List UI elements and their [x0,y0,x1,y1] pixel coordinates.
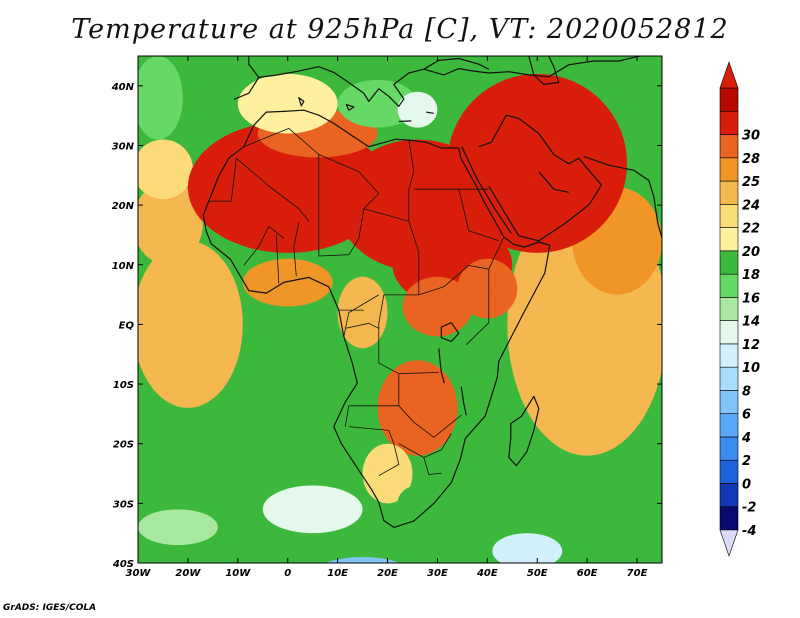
y-tick-label: EQ [119,320,135,331]
x-tick-label: 60E [577,568,598,579]
red-sea-gulf-coastline [461,146,569,234]
field-region [447,73,628,253]
field-region [397,91,438,128]
colorbar-swatch [719,273,739,298]
colorbar-swatch [719,227,739,252]
colorbar-label: 22 [742,222,760,237]
colorbar-label: 16 [742,291,760,306]
lake-victoria [440,322,460,343]
x-tick-label: 0 [284,568,291,579]
coastline-borders [202,56,662,528]
field-region [402,276,473,337]
axis-ticks: 30W 20W 10W 0 10E 20E 30E 40E 50E 60E 70E 40N 30N 20N… [111,56,662,579]
field-region [138,181,203,265]
x-tick-label: 20W [175,568,201,579]
x-tick-label: 10W [225,568,251,579]
colorbar-label: 24 [742,198,760,213]
y-tick-label: 10S [113,380,134,391]
colorbar-label: -4 [742,524,756,539]
plot-frame [137,55,663,564]
x-tick-label: 20E [377,568,398,579]
colorbar-label: 2 [742,454,751,469]
field-region [457,258,518,319]
colorbar-label: 0 [742,477,751,492]
caspian-coastline [528,56,560,85]
africa-coastline [202,109,551,528]
lake-tanganyika-malawi [438,348,467,416]
colorbar-label: 28 [742,152,760,167]
colorbar-swatch [719,413,739,438]
field-region [337,79,418,128]
y-tick-label: 10N [112,261,135,272]
madagascar-coastline [508,395,540,467]
field-region [325,557,400,563]
colorbar-swatch [719,87,739,112]
iran-india-coastline [583,155,662,241]
x-tick-label: 40E [476,568,498,579]
field-region [377,360,458,456]
black-sea-coastline [423,57,490,70]
colorbar-label: 18 [742,268,760,283]
colorbar-label: 6 [742,408,751,423]
colorbar-label: 20 [742,245,760,260]
colorbar-swatch [719,343,739,368]
field-region [138,240,243,408]
map-title: Temperature at 925hPa [C], VT: 202005281… [71,14,729,45]
temperature-field [138,56,662,563]
colorbar-label: 25 [742,175,760,190]
colorbar-swatch [719,320,739,345]
colorbar-swatch [719,459,739,484]
colorbar-min-arrow [719,529,739,557]
grads-credit: GrADS: IGES/COLA [3,603,97,613]
colorbar-swatch [719,506,739,531]
y-tick-label: 30N [112,141,135,152]
colorbar-label: 8 [742,384,751,399]
y-tick-label: 20S [113,440,134,451]
colorbar-swatch [719,297,739,321]
colorbar-swatch [719,157,739,182]
field-region [242,258,333,307]
mediterranean-islands [298,97,434,123]
field-region [492,533,563,563]
colorbar-swatch [719,390,739,414]
colorbar-label: -2 [742,501,756,516]
colorbar-swatch [719,204,739,228]
x-tick-label: 30E [427,568,448,579]
colorbar-swatch [719,366,739,391]
field-region [337,276,388,349]
field-region [237,73,338,134]
field-region [138,509,218,546]
colorbar-swatch [719,483,739,508]
field-region [397,485,438,522]
country-borders [208,128,505,477]
colorbar-max-arrow [719,61,739,89]
x-tick-label: 30W [126,568,152,579]
y-tick-label: 30S [113,499,134,510]
colorbar-label: 4 [741,431,751,446]
field-region [138,139,193,200]
colorbar-swatch [719,180,739,205]
colorbar-swatch [719,110,739,135]
europe-coastline [233,56,641,107]
x-tick-label: 10E [327,568,348,579]
colorbar-label: 12 [742,338,760,353]
field-region [262,485,363,534]
colorbar-swatch [719,134,739,159]
y-tick-label: 40S [112,559,134,570]
field-region [362,443,413,504]
x-tick-label: 50E [527,568,548,579]
colorbar-swatch [719,436,739,461]
colorbar-label: 10 [742,361,760,376]
y-tick-label: 20N [112,201,135,212]
colorbar-label: 30 [742,129,760,144]
colorbar-label: 14 [742,315,760,330]
field-region [138,56,183,140]
y-tick-label: 40N [111,82,135,93]
colorbar-swatch [719,250,739,275]
arabia-coastline [478,114,602,242]
x-tick-label: 70E [627,568,648,579]
